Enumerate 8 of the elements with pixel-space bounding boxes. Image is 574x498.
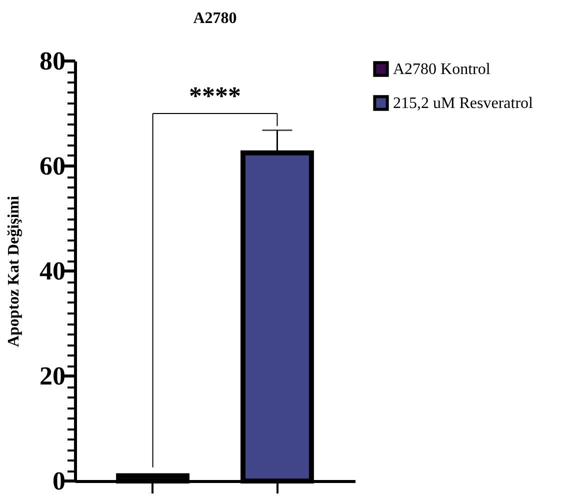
y-tick-label: 60 <box>40 152 66 180</box>
y-axis-title: Apoptoz Kat Değişimi <box>6 195 22 348</box>
legend-label: 215,2 uM Resveratrol <box>393 95 534 112</box>
annotation: **** <box>189 82 241 110</box>
y-tick-label: 40 <box>40 256 66 286</box>
legend-label: A2780 Kontrol <box>393 61 491 78</box>
chart-title: A2780 <box>193 10 237 27</box>
y-tick-label: 80 <box>40 46 66 76</box>
